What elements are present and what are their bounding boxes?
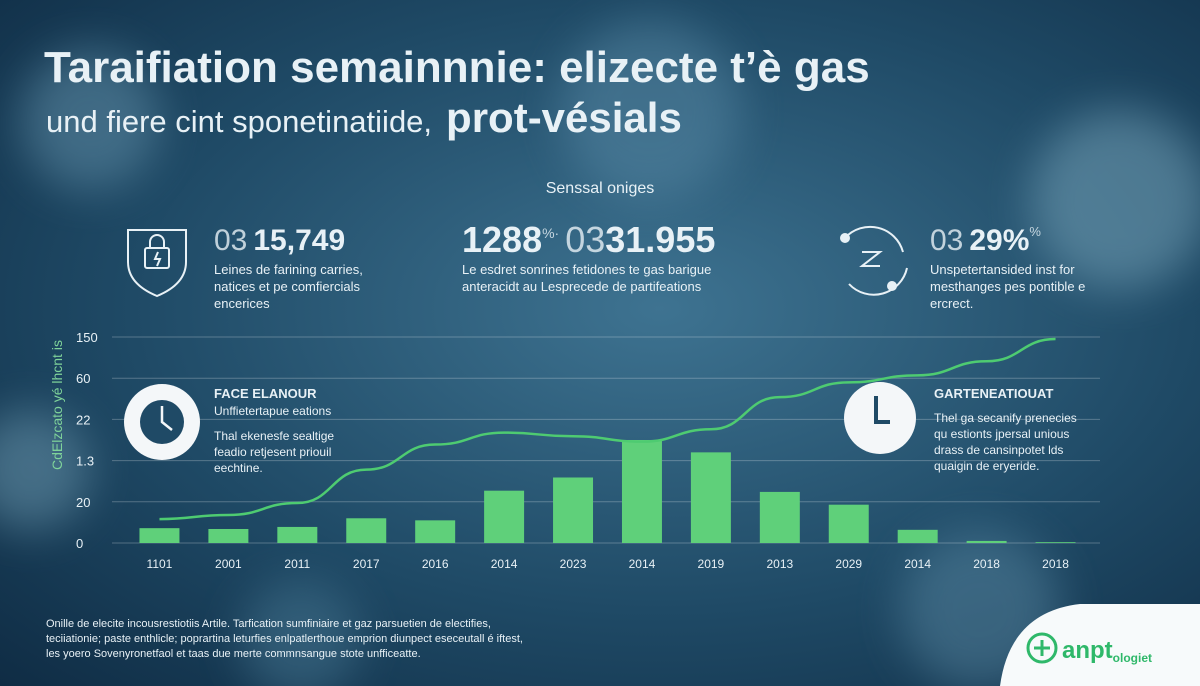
bar — [208, 528, 249, 543]
annotation-title: FACE ELANOUR — [214, 386, 317, 401]
annotation-icon — [844, 382, 916, 454]
bar — [690, 452, 731, 543]
bar — [139, 528, 180, 543]
stat-text: natices et pe comfiercials — [214, 279, 360, 294]
x-tick-label: 2018 — [1042, 557, 1069, 571]
bar — [897, 529, 938, 543]
x-tick-label: 2016 — [422, 557, 449, 571]
bar — [484, 490, 525, 543]
annotation-title: GARTENEATIOUAT — [934, 386, 1053, 401]
logo-main: anpt — [1062, 637, 1113, 664]
stat-number: 1288 — [462, 219, 542, 260]
footnote: teciiationie; paste enthlicle; poprartin… — [46, 633, 523, 645]
annotation-text: Thal ekenesfe sealtige — [214, 429, 334, 443]
x-tick-label: 2023 — [560, 557, 587, 571]
annotation-text: feadio retjesent priouil — [214, 445, 331, 459]
stat-value: 03 29%% — [930, 224, 1041, 257]
annotation-text: eechtine. — [214, 461, 263, 475]
bokeh — [0, 20, 1200, 686]
annotation-text: drass de cansinpotet lds — [934, 443, 1063, 457]
stat-icon — [127, 229, 187, 298]
x-tick-label: 2001 — [215, 557, 242, 571]
x-tick-label: 2018 — [973, 557, 1000, 571]
bar — [621, 440, 662, 543]
subtitle-bold: prot-vésials — [446, 94, 682, 141]
stat-prefix: 03 — [930, 224, 963, 257]
stat-number: 31.955 — [605, 219, 715, 260]
stat-number: 15,749 — [253, 224, 345, 257]
stat-text: Unspetertansided inst for — [930, 262, 1075, 277]
bar — [828, 504, 869, 543]
bar — [346, 518, 387, 543]
bar — [553, 477, 594, 543]
y-tick-label: 0 — [76, 536, 83, 551]
stat-text: Leines de farining carries, — [214, 262, 363, 277]
section-label: Senssal oniges — [546, 180, 655, 197]
y-tick-label: 20 — [76, 495, 90, 510]
footnote: Onille de elecite incousrestiotiis Artil… — [46, 618, 491, 630]
y-axis-label: CdElzcato yé lhcnt is — [49, 340, 65, 470]
bar — [415, 520, 456, 543]
bar — [966, 540, 1007, 543]
bar — [277, 526, 318, 543]
trend-line — [159, 337, 1056, 521]
logo-panel — [1000, 604, 1200, 686]
x-tick-label: 2019 — [698, 557, 725, 571]
stat-icon — [840, 225, 908, 296]
x-tick-label: 2017 — [353, 557, 380, 571]
y-tick-label: 150 — [76, 330, 98, 345]
x-tick-label: 1101 — [147, 557, 173, 571]
title: Taraifiation semainnnie: elizecte t’è ga… — [44, 43, 870, 92]
stat-text: encerices — [214, 296, 270, 311]
y-tick-label: 60 — [76, 371, 90, 386]
bar — [1035, 542, 1076, 543]
footnote: les yoero Sovenyronetfaol et taas due me… — [46, 648, 421, 660]
stat-text: Le esdret sonrines fetidones te gas bari… — [462, 262, 711, 277]
logo-text: anptologiet — [1062, 637, 1152, 665]
stat-value: 03 15,749 — [214, 224, 345, 257]
stat-number: 29% — [969, 224, 1029, 257]
x-tick-label: 2013 — [766, 557, 793, 571]
x-tick-label: 2014 — [629, 557, 656, 571]
y-tick-label: 22 — [76, 412, 90, 427]
annotation-text: Thel ga secanify prenecies — [934, 411, 1077, 425]
annotation-icon — [124, 384, 200, 460]
subtitle: und fiere cint sponetinatiide, prot-vésia… — [46, 94, 682, 141]
chart: 0 20 1.3 22 60 150 1101 2001 2011 2017 2016 2014 202… — [76, 330, 1100, 571]
annotation-text: qu estionts jpersal unious — [934, 427, 1069, 441]
x-tick-label: 2029 — [835, 557, 862, 571]
x-tick-label: 2014 — [904, 557, 931, 571]
y-tick-label: 1.3 — [76, 454, 94, 469]
stat-suffix: % — [1029, 224, 1041, 239]
stat-text: mesthanges pes pontible e — [930, 279, 1085, 294]
stat-value: 1288%· 0331.955 — [462, 219, 715, 260]
stat-text: ercrect. — [930, 296, 973, 311]
stat-suffix: %· — [542, 225, 559, 241]
subtitle-part: und fiere cint sponetinatiide, — [46, 104, 432, 139]
stat-text: anteracidt au Lesprecede de partifeation… — [462, 279, 702, 294]
logo-small: ologiet — [1113, 651, 1152, 665]
logo-icon — [1026, 632, 1058, 664]
annotation-subtitle: Unffietertapue eations — [214, 404, 331, 418]
stat-prefix: 03 — [565, 219, 605, 260]
annotation-text: quaigin de eryeride. — [934, 459, 1039, 473]
x-tick-label: 2014 — [491, 557, 518, 571]
bar — [759, 491, 800, 543]
stat-prefix: 03 — [214, 224, 247, 257]
x-tick-label: 2011 — [284, 557, 310, 571]
